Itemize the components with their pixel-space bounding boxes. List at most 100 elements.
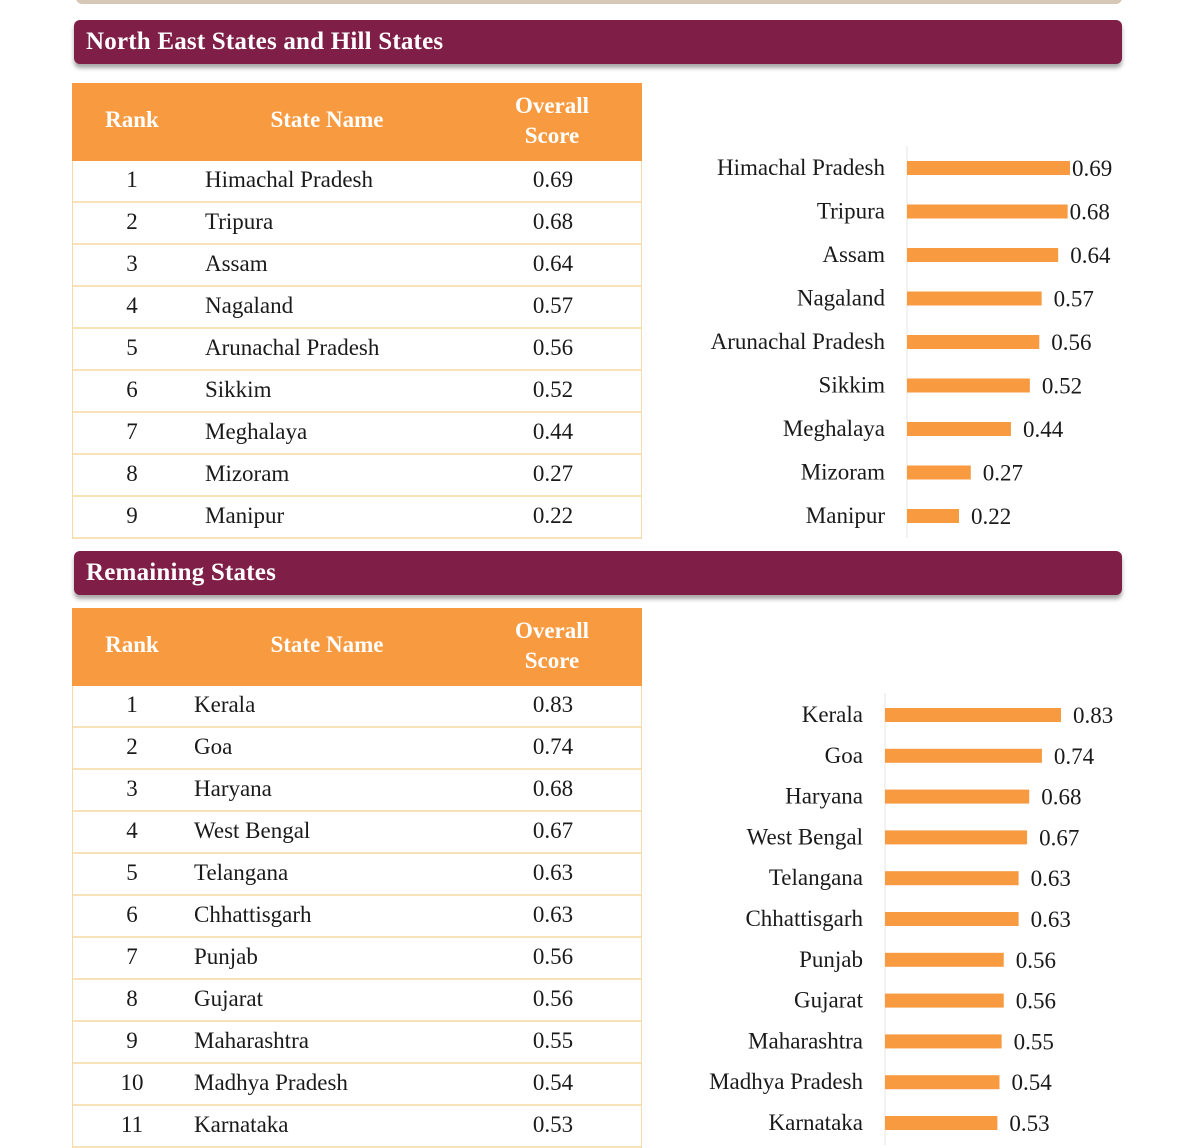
- cell-rank: 2: [126, 734, 138, 759]
- cell-score: 0.64: [532, 251, 574, 276]
- cell-state-name: Gujarat: [194, 986, 263, 1011]
- header-overall-score: Overall Score: [502, 91, 602, 151]
- cell-state-name: Assam: [205, 251, 268, 276]
- category-label: Chhattisgarh: [745, 906, 863, 931]
- data-label: 0.74: [1054, 744, 1095, 769]
- cell-state-name: Meghalaya: [205, 419, 308, 444]
- cell-rank: 9: [126, 1028, 138, 1053]
- table-row: 7 Meghalaya 0.44: [73, 413, 641, 455]
- bar: [885, 952, 1004, 967]
- category-label: Madhya Pradesh: [709, 1069, 863, 1094]
- cell-state-name: Nagaland: [205, 293, 294, 318]
- cell-score: 0.63: [532, 860, 574, 885]
- cell-state-name: Madhya Pradesh: [194, 1070, 348, 1095]
- bar: [907, 248, 1059, 262]
- table-row: 7 Punjab 0.56: [73, 938, 641, 980]
- cell-state-name: Maharashtra: [194, 1028, 309, 1053]
- cell-rank: 4: [126, 818, 138, 843]
- category-label: Mizoram: [801, 460, 885, 485]
- table-row: 10 Madhya Pradesh 0.54: [73, 1064, 641, 1106]
- table-row: 4 West Bengal 0.67: [73, 812, 641, 854]
- top-divider: [76, 0, 1122, 4]
- cell-rank: 7: [126, 944, 138, 969]
- table-body: 1 Himachal Pradesh 0.69 2 Tripura 0.68 3 Assam 0…: [72, 161, 642, 539]
- data-label: 0.54: [1012, 1070, 1053, 1095]
- data-label: 0.56: [1051, 330, 1091, 355]
- bar: [907, 291, 1042, 306]
- cell-rank: 3: [126, 776, 138, 801]
- table-row: 1 Himachal Pradesh 0.69: [73, 161, 641, 203]
- category-label: Gujarat: [794, 988, 864, 1013]
- cell-score: 0.52: [532, 377, 574, 402]
- category-label: Tripura: [817, 199, 885, 224]
- data-label: 0.68: [1070, 200, 1110, 225]
- cell-state-name: Manipur: [205, 503, 285, 528]
- category-label: Assam: [822, 242, 885, 267]
- table-row: 8 Gujarat 0.56: [73, 980, 641, 1022]
- data-label: 0.63: [1031, 907, 1071, 932]
- cell-state-name: Telangana: [194, 860, 289, 885]
- category-label: Haryana: [785, 784, 863, 809]
- cell-score: 0.68: [532, 776, 574, 801]
- cell-score: 0.56: [532, 335, 574, 360]
- cell-state-name: Sikkim: [205, 377, 272, 402]
- header-state-name: State Name: [270, 107, 384, 132]
- section-banner-remaining: Remaining States: [74, 551, 1122, 595]
- category-label: Himachal Pradesh: [717, 155, 885, 180]
- header-score-line2: Score: [524, 648, 580, 673]
- cell-score: 0.56: [532, 986, 574, 1011]
- data-label: 0.27: [983, 461, 1023, 486]
- bar: [885, 993, 1004, 1008]
- bar: [907, 204, 1068, 219]
- cell-state-name: Punjab: [194, 944, 258, 969]
- header-rank: Rank: [105, 107, 159, 132]
- bar: [907, 509, 959, 523]
- cell-rank: 3: [126, 251, 138, 276]
- cell-rank: 7: [126, 419, 138, 444]
- section-title: North East States and Hill States: [86, 28, 444, 55]
- bar: [907, 335, 1040, 349]
- bar: [907, 465, 971, 480]
- bar: [885, 1034, 1002, 1049]
- cell-state-name: Himachal Pradesh: [205, 167, 373, 192]
- data-label: 0.56: [1016, 948, 1056, 973]
- cell-rank: 2: [126, 209, 138, 234]
- table-row: 11 Karnataka 0.53: [73, 1106, 641, 1148]
- cell-rank: 9: [126, 503, 138, 528]
- cell-score: 0.63: [532, 902, 574, 927]
- cell-rank: 11: [120, 1112, 144, 1137]
- table-header: Rank State Name Overall Score: [72, 83, 642, 161]
- data-label: 0.22: [971, 504, 1011, 529]
- cell-rank: 8: [126, 461, 138, 486]
- category-label: Manipur: [806, 503, 886, 528]
- cell-score: 0.22: [532, 503, 574, 528]
- category-label: West Bengal: [747, 824, 863, 849]
- bar: [885, 1075, 1000, 1090]
- cell-score: 0.55: [532, 1028, 574, 1053]
- data-label: 0.83: [1073, 703, 1113, 728]
- cell-rank: 1: [126, 692, 138, 717]
- header-state-name: State Name: [270, 632, 384, 657]
- cell-state-name: Karnataka: [194, 1112, 289, 1137]
- data-label: 0.52: [1042, 374, 1082, 399]
- section-banner-north-east: North East States and Hill States: [74, 20, 1122, 64]
- category-label: Nagaland: [797, 286, 886, 311]
- data-label: 0.69: [1072, 156, 1112, 181]
- cell-state-name: Chhattisgarh: [194, 902, 312, 927]
- table-row: 4 Nagaland 0.57: [73, 287, 641, 329]
- cell-state-name: Haryana: [194, 776, 272, 801]
- cell-rank: 5: [126, 335, 138, 360]
- cell-score: 0.83: [532, 692, 574, 717]
- header-score-line1: Overall: [514, 93, 590, 118]
- category-label: Meghalaya: [783, 416, 885, 441]
- cell-rank: 6: [126, 377, 138, 402]
- table-row: 9 Manipur 0.22: [73, 497, 641, 539]
- cell-score: 0.57: [532, 293, 574, 318]
- data-label: 0.44: [1023, 417, 1064, 442]
- category-label: Punjab: [799, 947, 863, 972]
- table-row: 8 Mizoram 0.27: [73, 455, 641, 497]
- cell-score: 0.56: [532, 944, 574, 969]
- header-rank: Rank: [105, 632, 159, 657]
- category-label: Arunachal Pradesh: [711, 329, 886, 354]
- chart-svg: Kerala 0.83 Goa 0.74 Haryana 0.68 West Bengal 0…: [709, 693, 1113, 1145]
